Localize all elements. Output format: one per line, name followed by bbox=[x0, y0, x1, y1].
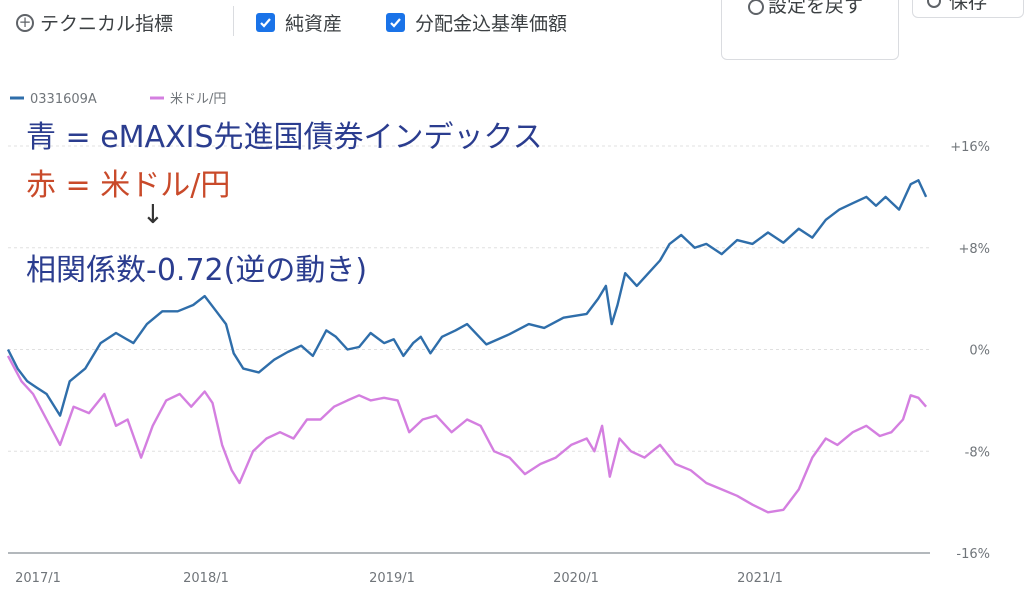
checkmark-icon bbox=[386, 13, 405, 32]
x-tick-label: 2018/1 bbox=[183, 571, 229, 586]
reset-icon bbox=[748, 0, 764, 15]
chart-lines bbox=[6, 179, 928, 514]
save-label: 保存 bbox=[949, 0, 988, 13]
reset-settings-label: 設定を戻す bbox=[768, 0, 864, 17]
net-assets-label: 純資産 bbox=[285, 13, 343, 35]
x-tick-label: 2017/1 bbox=[15, 571, 61, 586]
y-axis-ticks: +16% +8% 0% -8% -16% bbox=[950, 140, 990, 562]
save-icon bbox=[927, 0, 941, 8]
x-tick-label: 2020/1 bbox=[553, 571, 599, 586]
y-tick-label: 0% bbox=[969, 344, 990, 359]
technical-indicator-label: テクニカル指標 bbox=[40, 13, 174, 35]
y-tick-label: -8% bbox=[965, 445, 990, 460]
nav-with-dividends-checkbox[interactable]: 分配金込基準価額 bbox=[386, 9, 567, 36]
y-tick-label: +16% bbox=[950, 140, 990, 155]
x-axis-ticks: 2017/1 2018/1 2019/1 2020/1 2021/1 bbox=[15, 571, 783, 586]
checkmark-icon bbox=[256, 13, 275, 32]
y-tick-label: +8% bbox=[958, 242, 990, 257]
reset-settings-button[interactable]: 設定を戻す bbox=[721, 0, 899, 60]
chart-legend: 0331609A 米ドル/円 bbox=[10, 92, 226, 107]
save-button[interactable]: 保存 bbox=[912, 0, 1024, 18]
legend-label: 0331609A bbox=[30, 92, 97, 107]
y-tick-label: -16% bbox=[956, 547, 990, 562]
annotation-red-line: 赤 = 米ドル/円 bbox=[26, 168, 231, 203]
net-assets-checkbox[interactable]: 純資産 bbox=[256, 9, 342, 36]
technical-indicator-toggle[interactable]: + テクニカル指標 bbox=[16, 9, 173, 36]
series-line-2 bbox=[6, 355, 928, 514]
annotation-correlation: 相関係数-0.72(逆の動き) bbox=[26, 253, 368, 288]
chart-toolbar: + テクニカル指標 純資産 分配金込基準価額 設定を戻す 保存 bbox=[0, 0, 1024, 62]
x-tick-label: 2021/1 bbox=[737, 571, 783, 586]
chart-grid bbox=[8, 145, 930, 554]
plus-circle-icon: + bbox=[16, 13, 34, 32]
toolbar-divider bbox=[233, 6, 234, 36]
x-tick-label: 2019/1 bbox=[369, 571, 415, 586]
annotation-arrow: ↓ bbox=[142, 200, 164, 230]
annotation-blue-line: 青 = eMAXIS先進国債券インデックス bbox=[26, 120, 543, 155]
series-line-1 bbox=[6, 179, 928, 417]
nav-with-dividends-label: 分配金込基準価額 bbox=[415, 13, 568, 35]
legend-label: 米ドル/円 bbox=[170, 92, 226, 107]
